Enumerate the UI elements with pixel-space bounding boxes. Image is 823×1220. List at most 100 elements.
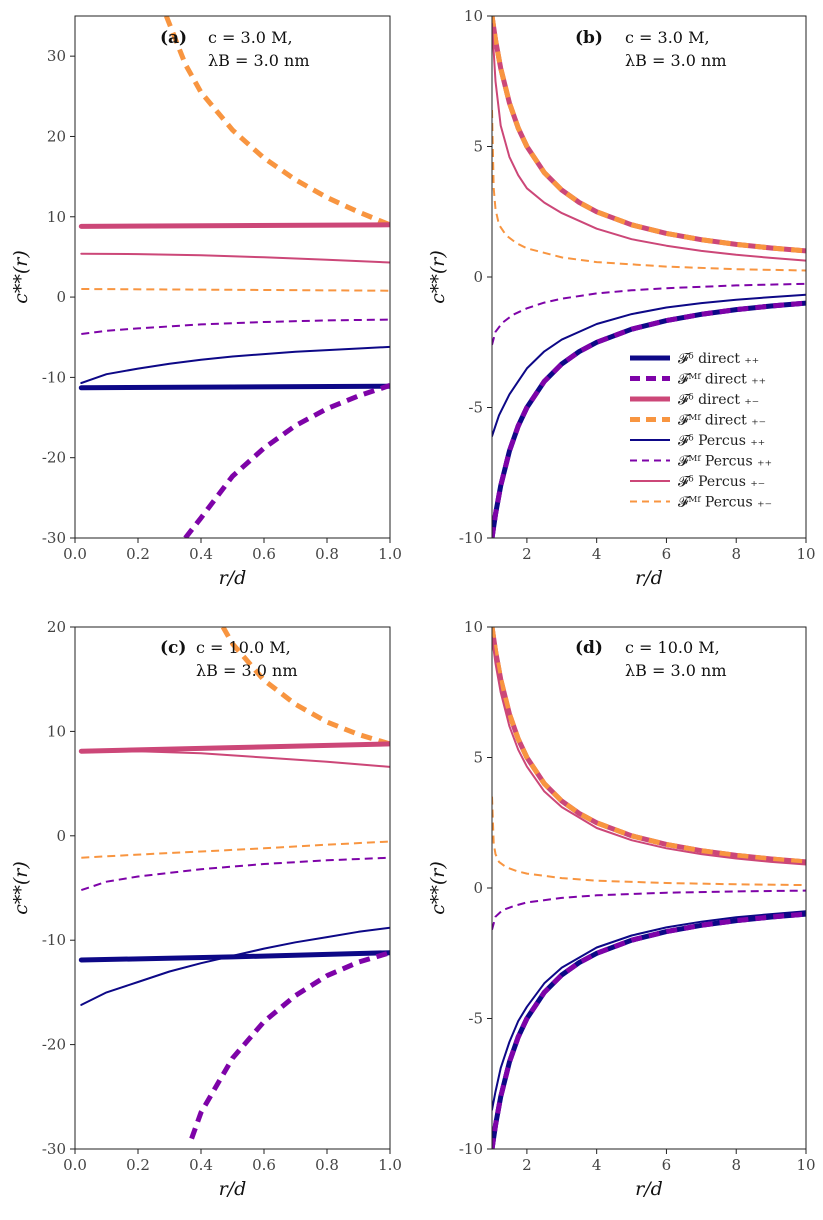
y-tick-label: 10 <box>47 722 66 740</box>
annotation-concentration: c = 3.0 M, <box>625 28 710 47</box>
panel-label: (d) <box>575 638 603 658</box>
legend-entry-label: 𝓕ᴹᶠ Percus ₊₊ <box>678 454 772 470</box>
y-tick-label: 20 <box>47 618 66 636</box>
series-line-7 <box>183 383 390 538</box>
series-line-1 <box>78 741 390 754</box>
panel-d: 2 4 6 8 10 -10 -5 0 5 10 r/d c**(r) (d) c = 10.0 M, λB… <box>427 618 816 1200</box>
legend-entry-label: 𝓕ᵟ direct ₊₋ <box>678 392 759 408</box>
series-line-7 <box>492 911 806 1149</box>
y-tick-label: -5 <box>468 399 483 417</box>
legend-entry-label: 𝓕ᴹᶠ direct ₊₋ <box>678 413 766 429</box>
panel-b: 2 4 6 8 10 -10 -5 0 5 10 r/d c**(r) (b) c = 3.0 M, λB … <box>427 7 816 589</box>
series-group <box>492 627 806 1149</box>
series-line-6 <box>78 383 390 391</box>
series-group <box>492 16 806 538</box>
x-tick-label: 0.0 <box>63 545 87 563</box>
series-line-4 <box>81 318 390 335</box>
panel-label: (a) <box>160 28 187 48</box>
x-tick-label: 0.0 <box>63 1156 87 1174</box>
series-line-2 <box>80 252 390 264</box>
x-axis-label: r/d <box>219 567 247 589</box>
x-tick-label: 2 <box>522 1156 532 1174</box>
y-tick-label: 0 <box>56 827 66 845</box>
y-tick-label: -10 <box>459 529 483 547</box>
series-line-0 <box>220 627 390 747</box>
panel-a: 0.0 0.2 0.4 0.6 0.8 1.0 -30 -20 -10 0 10 20 30 r/d c**… <box>10 15 402 589</box>
series-line-5 <box>80 345 390 384</box>
series-line-7 <box>492 300 806 538</box>
x-axis-label: r/d <box>635 1178 663 1200</box>
legend-entry-label: 𝓕ᵟ Percus ₊₋ <box>678 474 765 490</box>
series-line-4 <box>492 889 806 931</box>
annotation-bjerrum: λB = 3.0 nm <box>625 661 726 680</box>
y-tick-label: 0 <box>56 288 66 306</box>
annotation-concentration: c = 10.0 M, <box>196 638 291 657</box>
x-axis-label: r/d <box>635 567 663 589</box>
legend-entry-label: 𝓕ᵟ Percus ₊₊ <box>678 433 765 449</box>
x-tick-label: 0.8 <box>315 1156 339 1174</box>
annotation-concentration: c = 10.0 M, <box>625 638 720 657</box>
x-tick-label: 1.0 <box>378 545 402 563</box>
annotation-concentration: c = 3.0 M, <box>208 28 293 47</box>
y-tick-label: -10 <box>459 1140 483 1158</box>
x-tick-label: 8 <box>731 1156 741 1174</box>
y-tick-label: -20 <box>42 1036 66 1054</box>
y-tick-label: 30 <box>47 47 66 65</box>
legend: 𝓕ᵟ direct ₊₊ 𝓕ᴹᶠ direct ₊₊ 𝓕ᵟ direct ₊₋ 𝓕ᴹᶠ… <box>630 351 772 511</box>
x-tick-label: 0.4 <box>189 1156 213 1174</box>
legend-entry-label: 𝓕ᴹᶠ direct ₊₊ <box>678 372 766 388</box>
panel-label: (b) <box>575 28 603 48</box>
y-tick-label: 10 <box>464 7 483 25</box>
y-tick-label: -10 <box>42 368 66 386</box>
annotation-bjerrum: λB = 3.0 nm <box>208 51 309 70</box>
series-line-7 <box>189 950 390 1140</box>
x-tick-label: 6 <box>662 1156 672 1174</box>
series-line-6 <box>492 911 806 1149</box>
annotation-bjerrum: λB = 3.0 nm <box>196 661 297 680</box>
series-line-3 <box>492 109 806 272</box>
y-tick-label: 0 <box>473 879 483 897</box>
panel-c: 0.0 0.2 0.4 0.6 0.8 1.0 -30 -20 -10 0 10 20 r/d c**(r… <box>10 618 402 1200</box>
y-axis-label: c**(r) <box>427 861 449 915</box>
x-tick-label: 0.6 <box>252 545 276 563</box>
series-group <box>78 16 390 538</box>
series-line-3 <box>81 840 390 859</box>
series-line-3 <box>492 796 806 887</box>
x-tick-label: 2 <box>522 545 532 563</box>
series-line-2 <box>80 750 390 768</box>
y-tick-label: 10 <box>47 208 66 226</box>
series-group <box>78 627 390 1140</box>
series-line-1 <box>492 16 806 254</box>
series-line-6 <box>78 950 390 963</box>
x-tick-label: 0.2 <box>126 1156 150 1174</box>
y-tick-label: -30 <box>42 1140 66 1158</box>
series-line-5 <box>492 910 806 1111</box>
annotation-bjerrum: λB = 3.0 nm <box>625 51 726 70</box>
x-tick-label: 1.0 <box>378 1156 402 1174</box>
axes-frame <box>491 626 807 1150</box>
series-line-1 <box>492 627 806 865</box>
y-tick-label: -30 <box>42 529 66 547</box>
series-line-1 <box>78 222 390 229</box>
x-tick-label: 10 <box>796 545 815 563</box>
y-axis-label: c**(r) <box>10 250 32 304</box>
y-tick-label: -10 <box>42 931 66 949</box>
y-tick-label: -20 <box>42 449 66 467</box>
x-tick-label: 0.2 <box>126 545 150 563</box>
y-tick-label: -5 <box>468 1010 483 1028</box>
series-line-4 <box>80 856 390 892</box>
x-tick-label: 10 <box>796 1156 815 1174</box>
series-line-0 <box>163 16 390 228</box>
y-tick-label: 20 <box>47 127 66 145</box>
axes-frame <box>74 626 391 1150</box>
series-line-5 <box>492 293 806 438</box>
series-line-3 <box>81 288 390 292</box>
x-axis-label: r/d <box>219 1178 247 1200</box>
panel-label: (c) <box>160 638 186 658</box>
y-tick-label: 10 <box>464 618 483 636</box>
x-tick-label: 0.4 <box>189 545 213 563</box>
y-tick-label: 5 <box>473 138 483 156</box>
series-line-2 <box>492 636 806 866</box>
axes-frame <box>74 15 391 539</box>
